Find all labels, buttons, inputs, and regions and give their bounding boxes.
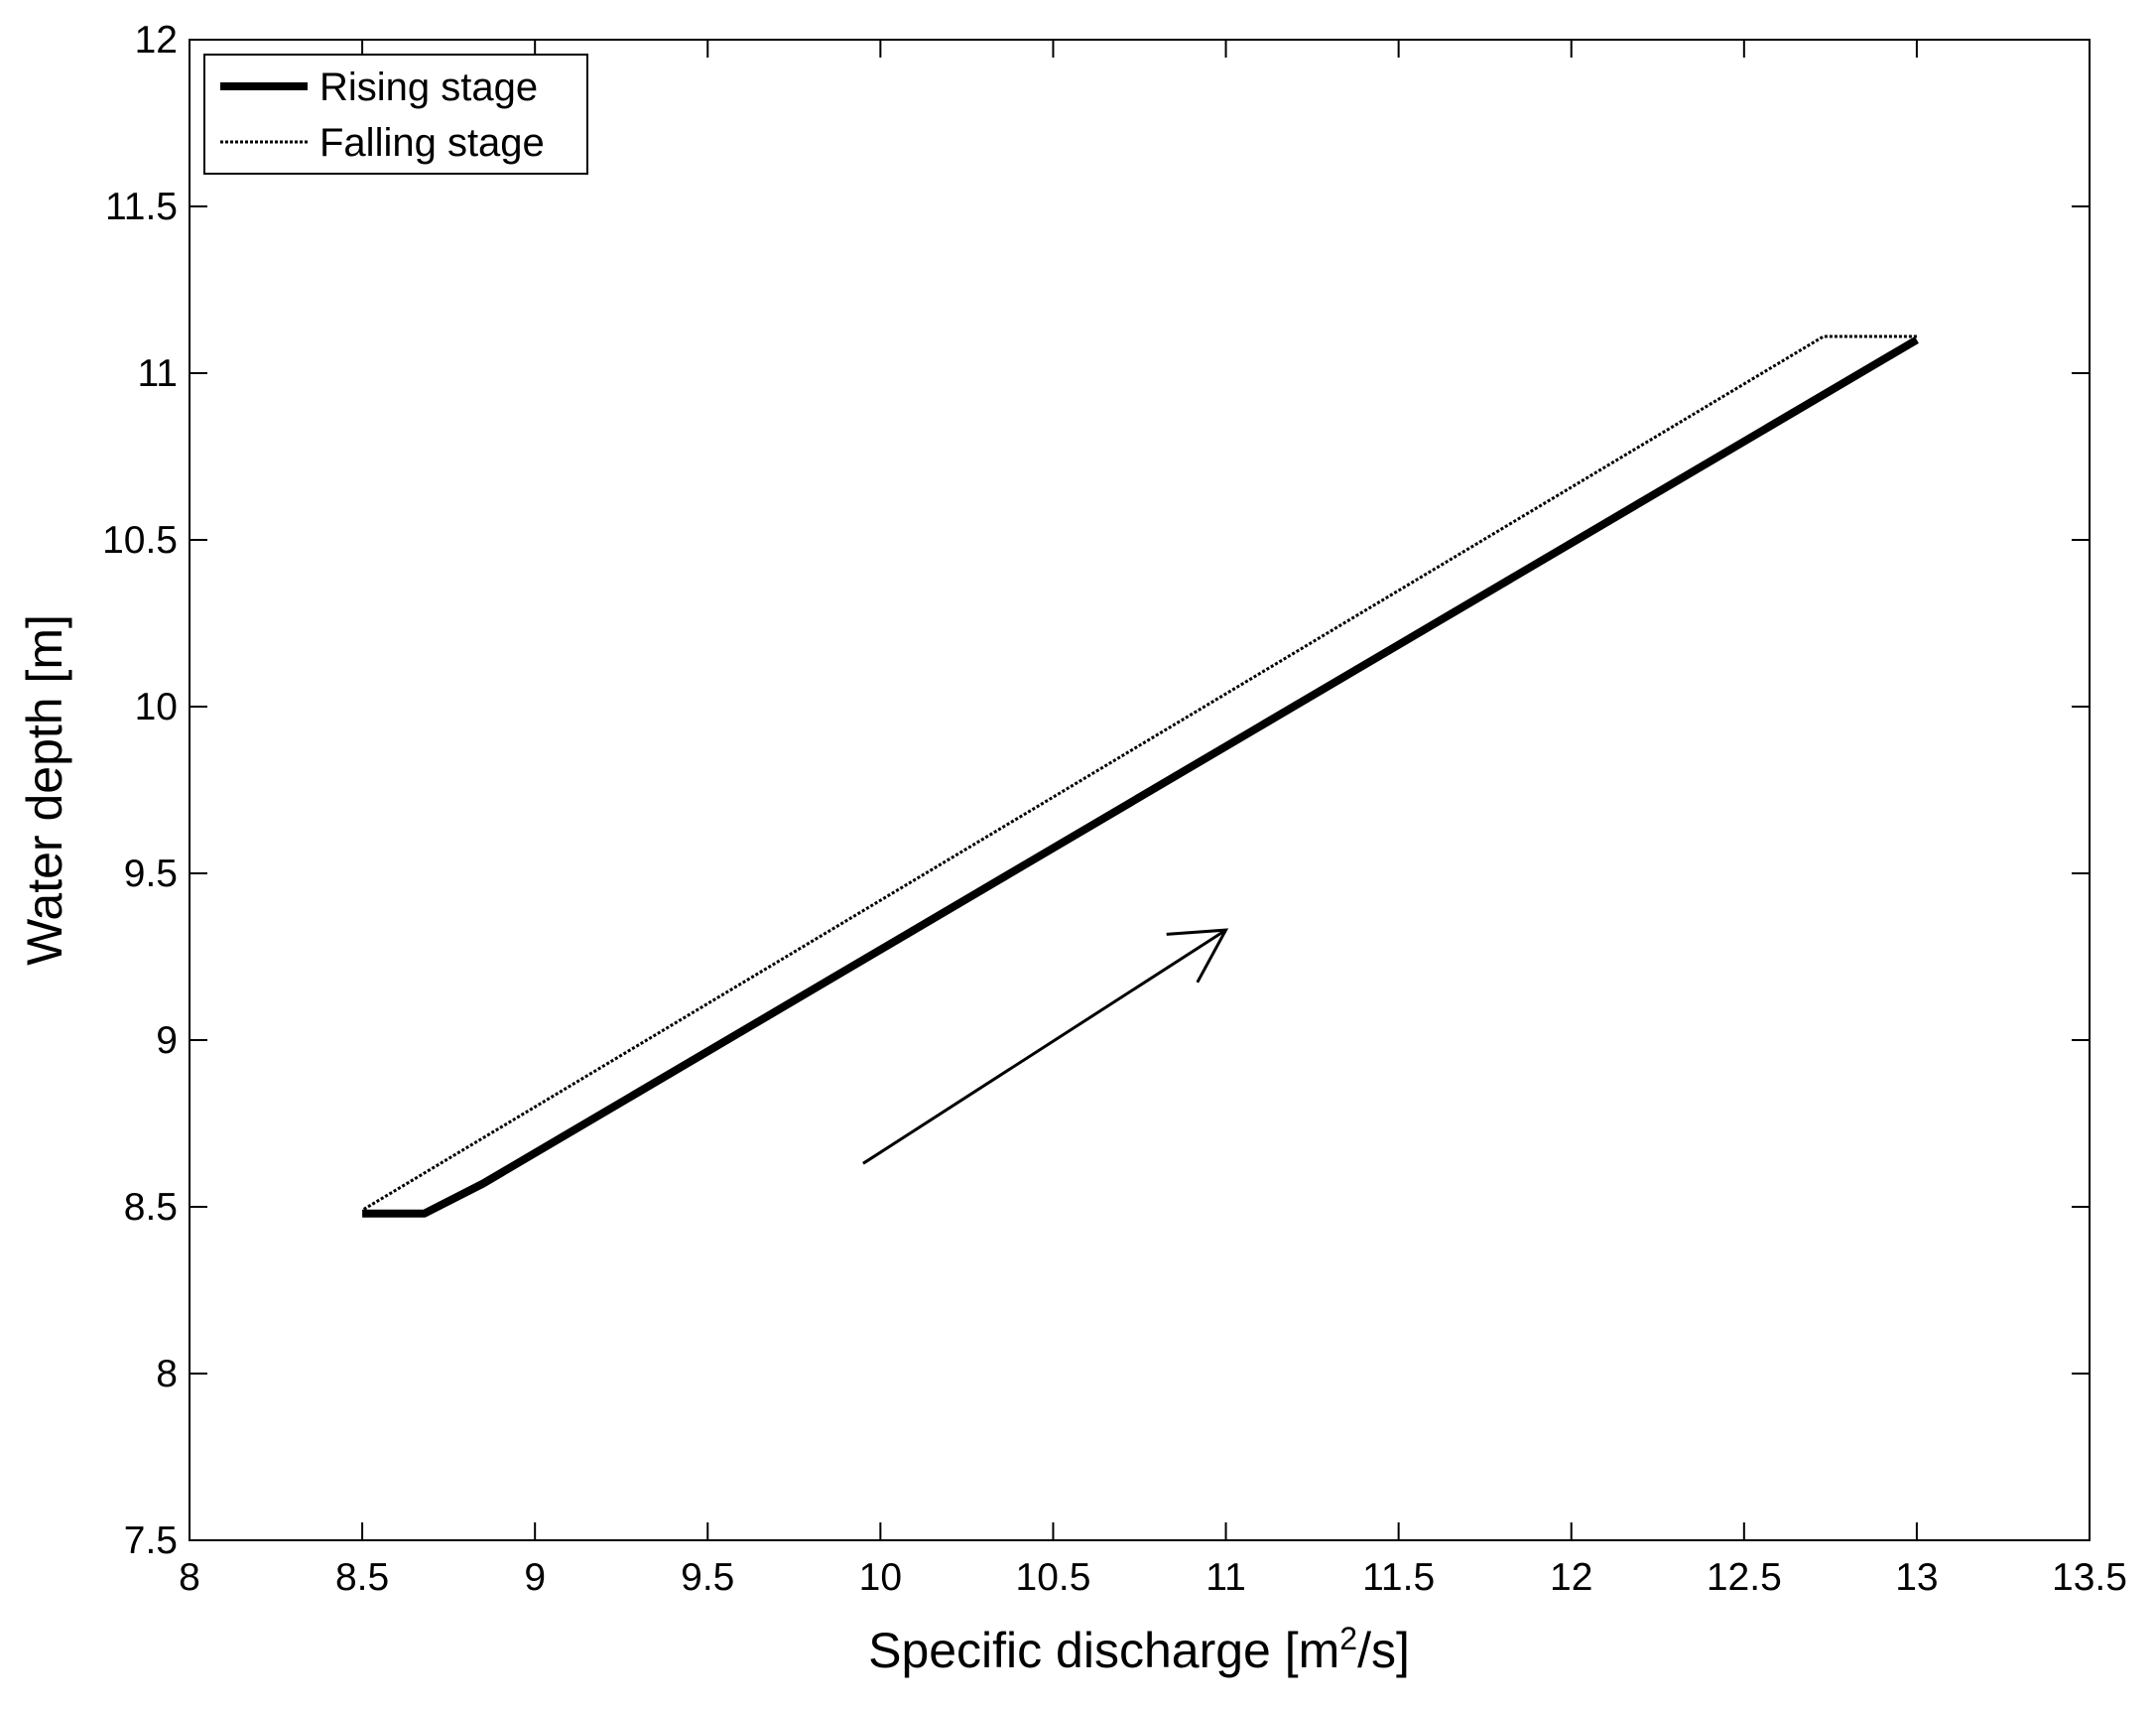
- x-tick-label: 12.5: [1707, 1556, 1782, 1599]
- y-tick-label: 8: [156, 1353, 178, 1395]
- y-tick-label: 12: [135, 19, 178, 62]
- x-axis-title: Specific discharge [m2/s]: [868, 1621, 1410, 1678]
- x-axis-title-tail: /s]: [1357, 1623, 1410, 1678]
- y-tick-label: 8.5: [124, 1186, 178, 1229]
- annotation-layer: [862, 928, 1229, 1165]
- x-tick-label: 8.5: [335, 1556, 389, 1599]
- x-tick-label: 10.5: [1016, 1556, 1091, 1599]
- y-tick-label: 11: [138, 352, 179, 395]
- legend-label-rising: Rising stage: [319, 66, 538, 109]
- x-tick-label: 12: [1550, 1556, 1592, 1599]
- x-tick-label: 10: [859, 1556, 902, 1599]
- y-tick-label: 10: [135, 686, 178, 728]
- plot-frame: [189, 39, 2091, 1541]
- arrow-shaft: [862, 928, 1227, 1165]
- arrow-head: [1166, 928, 1229, 984]
- series-layer: [361, 334, 1919, 1218]
- y-tick-label: 10.5: [102, 519, 178, 562]
- x-tick-label: 9.5: [681, 1556, 734, 1599]
- y-tick-label: 7.5: [124, 1519, 178, 1562]
- x-tick-label: 8: [179, 1556, 200, 1599]
- x-tick-label: 9: [524, 1556, 546, 1599]
- y-tick-label: 9: [156, 1019, 178, 1062]
- y-tick-label: 9.5: [124, 853, 178, 895]
- legend: Rising stage Falling stage: [203, 54, 588, 175]
- legend-label-falling: Falling stage: [319, 121, 545, 165]
- x-axis-title-superscript: 2: [1339, 1621, 1357, 1656]
- x-tick-label: 11.5: [1362, 1556, 1435, 1599]
- series-line-falling-stage: [361, 334, 1917, 1212]
- x-tick-label: 11: [1205, 1556, 1246, 1599]
- y-ticks: 7.5 8 8.5 9 9.5 10 10.5 11 11.5 12: [102, 19, 2090, 1562]
- y-tick-label: 11.5: [105, 186, 178, 228]
- series-line-rising-stage: [362, 335, 1919, 1218]
- y-axis-title: Water depth [m]: [17, 614, 72, 966]
- legend-box: [203, 54, 588, 175]
- direction-arrow: [862, 928, 1229, 1165]
- x-axis-title-main: Specific discharge [m: [868, 1623, 1339, 1678]
- x-ticks: 8 8.5 9 9.5 10 10.5 11 11.5 12 12.5 13 13.5: [179, 40, 2127, 1599]
- x-tick-label: 13.5: [2052, 1556, 2127, 1599]
- x-tick-label: 13: [1895, 1556, 1938, 1599]
